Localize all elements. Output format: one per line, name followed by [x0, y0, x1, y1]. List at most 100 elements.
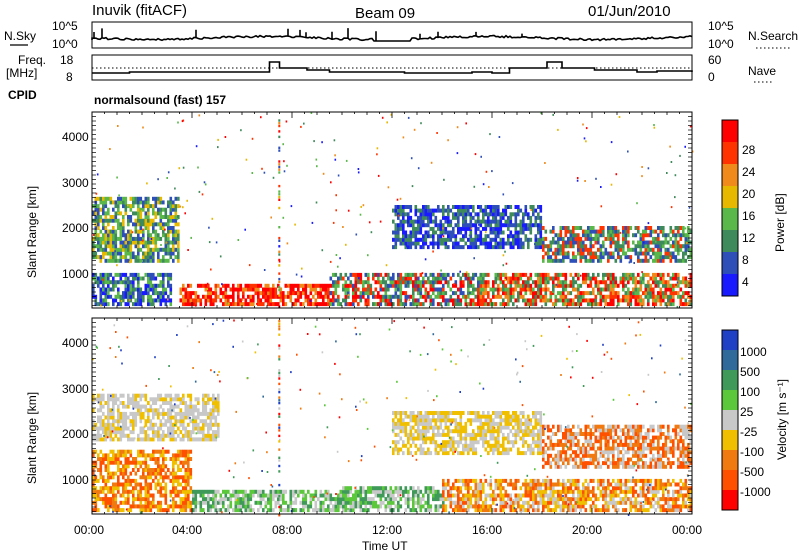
power-colorbar-segment [722, 274, 738, 297]
power-cell [425, 223, 428, 227]
power-cell [392, 238, 395, 242]
power-scatter-cell [643, 242, 645, 244]
power-cell [462, 212, 465, 216]
power-cell [355, 295, 358, 299]
velocity-cell [135, 479, 138, 483]
velocity-cell [420, 429, 423, 433]
power-cell [447, 223, 450, 227]
power-cell [365, 288, 368, 292]
velocity-cell [407, 433, 410, 437]
velocity-cell [115, 501, 118, 505]
power-cell [662, 280, 665, 284]
power-scatter-cell [312, 222, 314, 224]
power-cell [500, 288, 503, 292]
velocity-cell [435, 418, 438, 422]
power-cell [352, 302, 355, 306]
power-cell [382, 277, 385, 281]
power-cell [565, 284, 568, 288]
velocity-cell [147, 494, 150, 498]
power-cell [222, 291, 225, 295]
power-scatter-cell [457, 152, 459, 154]
power-cell [625, 291, 628, 295]
velocity-cell [125, 416, 128, 420]
velocity-cell [130, 430, 133, 434]
power-cell [95, 219, 98, 223]
power-cell [602, 244, 605, 248]
power-cell [632, 241, 635, 245]
power-cell [420, 227, 423, 231]
power-cell [515, 288, 518, 292]
power-scatter-cell [686, 242, 688, 244]
velocity-cell [430, 451, 433, 455]
power-cell [375, 273, 378, 277]
power-cell [267, 298, 270, 302]
velocity-cell [130, 508, 133, 512]
power-cell [677, 233, 680, 237]
power-cell [175, 211, 178, 215]
velocity-cell [157, 483, 160, 487]
power-scatter-cell [264, 172, 266, 174]
power-cell [132, 291, 135, 295]
power-cell [117, 200, 120, 204]
velocity-cell [155, 408, 158, 412]
power-scatter-cell [238, 239, 240, 241]
power-cell [112, 259, 115, 263]
velocity-cell [417, 501, 420, 505]
velocity-cell [140, 416, 143, 420]
velocity-cell [202, 405, 205, 409]
power-cell [162, 273, 165, 277]
power-cell [395, 209, 398, 213]
velocity-cell [427, 418, 430, 422]
power-cell [512, 212, 515, 216]
power-cell [360, 298, 363, 302]
power-scatter-cell [208, 227, 210, 229]
velocity-cell [115, 397, 118, 401]
power-cell [612, 284, 615, 288]
power-cell [635, 288, 638, 292]
power-cell [225, 284, 228, 288]
velocity-cell [140, 430, 143, 434]
velocity-cell [230, 497, 233, 501]
power-cell [497, 205, 500, 209]
power-cell [145, 288, 148, 292]
power-cell [305, 291, 308, 295]
velocity-cell [467, 448, 470, 452]
velocity-cell [177, 494, 180, 498]
velocity-cell [280, 490, 283, 494]
power-cell [490, 245, 493, 249]
velocity-cell [430, 422, 433, 426]
velocity-cell [160, 501, 163, 505]
power-cell [647, 233, 650, 237]
power-cell [685, 302, 688, 306]
power-cell [100, 255, 103, 259]
power-cell [327, 295, 330, 299]
power-cell [137, 237, 140, 241]
power-cell [147, 255, 150, 259]
velocity-cell [127, 483, 130, 487]
velocity-cell [107, 461, 110, 465]
velocity-cell [460, 418, 463, 422]
velocity-cell [150, 419, 153, 423]
velocity-cell [417, 437, 420, 441]
velocity-cell [262, 497, 265, 501]
power-scatter-cell [114, 250, 116, 252]
velocity-cell [105, 453, 108, 457]
power-scatter-cell [166, 242, 168, 244]
velocity-cell [125, 468, 128, 472]
velocity-cell [395, 422, 398, 426]
power-cell [565, 298, 568, 302]
power-cell [622, 244, 625, 248]
velocity-cell [497, 426, 500, 430]
velocity-cell [155, 401, 158, 405]
power-cell [660, 244, 663, 248]
power-cell [627, 291, 630, 295]
velocity-cell [265, 494, 268, 498]
power-cell [665, 233, 668, 237]
velocity-cell [132, 401, 135, 405]
velocity-cell [392, 440, 395, 444]
velocity-cell [387, 494, 390, 498]
power-cell [97, 237, 100, 241]
velocity-cell [160, 490, 163, 494]
power-cell [562, 252, 565, 256]
velocity-cell [97, 430, 100, 434]
